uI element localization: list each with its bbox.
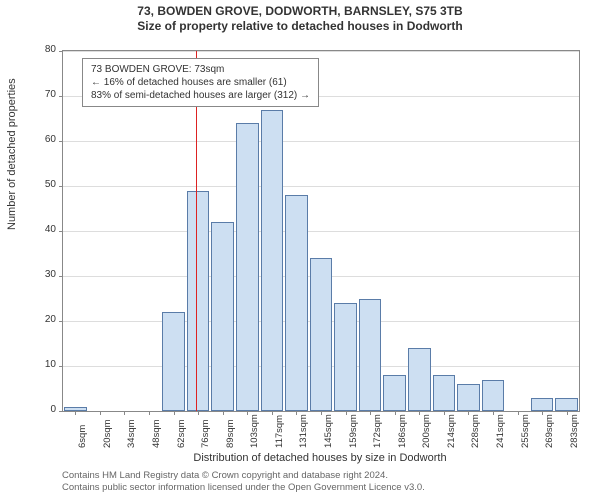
ytick-label: 70 — [26, 89, 56, 100]
gridline — [63, 51, 579, 52]
xtick-mark — [395, 411, 396, 415]
footer-line-3: Contains public sector information licen… — [62, 482, 578, 494]
ytick-label: 10 — [26, 359, 56, 370]
xtick-mark — [444, 411, 445, 415]
x-axis-label: Distribution of detached houses by size … — [62, 452, 578, 464]
ytick-mark — [59, 366, 63, 367]
xtick-label: 131sqm — [298, 414, 309, 448]
xtick-mark — [542, 411, 543, 415]
xtick-label: 255sqm — [520, 414, 531, 448]
xtick-label: 241sqm — [495, 414, 506, 448]
ytick-mark — [59, 51, 63, 52]
histogram-bar — [482, 380, 505, 412]
xtick-label: 20sqm — [102, 419, 113, 448]
histogram-bar — [359, 299, 382, 412]
ytick-label: 60 — [26, 134, 56, 145]
xtick-mark — [198, 411, 199, 415]
xtick-mark — [346, 411, 347, 415]
histogram-bar — [555, 398, 578, 412]
title-line-1: 73, BOWDEN GROVE, DODWORTH, BARNSLEY, S7… — [0, 4, 600, 18]
ytick-mark — [59, 141, 63, 142]
chart-titles: 73, BOWDEN GROVE, DODWORTH, BARNSLEY, S7… — [0, 4, 600, 33]
title-line-2: Size of property relative to detached ho… — [0, 19, 600, 33]
histogram-bar — [383, 375, 406, 411]
xtick-mark — [149, 411, 150, 415]
xtick-label: 228sqm — [470, 414, 481, 448]
histogram-bar — [261, 110, 284, 412]
histogram-bar — [310, 258, 333, 411]
xtick-mark — [100, 411, 101, 415]
ytick-mark — [59, 276, 63, 277]
ytick-mark — [59, 186, 63, 187]
histogram-bar — [285, 195, 308, 411]
xtick-mark — [567, 411, 568, 415]
ytick-label: 20 — [26, 314, 56, 325]
xtick-label: 6sqm — [77, 425, 88, 448]
histogram-bar — [531, 398, 554, 412]
ytick-mark — [59, 96, 63, 97]
ytick-label: 40 — [26, 224, 56, 235]
xtick-label: 214sqm — [446, 414, 457, 448]
gridline — [63, 231, 579, 232]
ytick-label: 30 — [26, 269, 56, 280]
xtick-label: 62sqm — [176, 419, 187, 448]
ytick-mark — [59, 321, 63, 322]
callout-line: 73 BOWDEN GROVE: 73sqm — [91, 63, 310, 76]
xtick-label: 103sqm — [249, 414, 260, 448]
xtick-mark — [174, 411, 175, 415]
xtick-label: 186sqm — [397, 414, 408, 448]
xtick-label: 200sqm — [421, 414, 432, 448]
footer-line-1: Contains HM Land Registry data © Crown c… — [62, 470, 578, 482]
xtick-mark — [518, 411, 519, 415]
y-axis-label: Number of detached properties — [6, 78, 18, 230]
xtick-label: 283sqm — [569, 414, 580, 448]
gridline — [63, 141, 579, 142]
xtick-label: 145sqm — [323, 414, 334, 448]
footer-attribution: Contains HM Land Registry data © Crown c… — [62, 470, 578, 494]
xtick-mark — [493, 411, 494, 415]
callout-box: 73 BOWDEN GROVE: 73sqm← 16% of detached … — [82, 58, 319, 107]
xtick-label: 172sqm — [372, 414, 383, 448]
gridline — [63, 186, 579, 187]
xtick-label: 48sqm — [151, 419, 162, 448]
xtick-mark — [370, 411, 371, 415]
xtick-label: 269sqm — [544, 414, 555, 448]
xtick-label: 89sqm — [225, 419, 236, 448]
xtick-mark — [124, 411, 125, 415]
ytick-label: 80 — [26, 44, 56, 55]
histogram-bar — [433, 375, 456, 411]
histogram-bar — [334, 303, 357, 411]
xtick-mark — [223, 411, 224, 415]
xtick-label: 117sqm — [274, 415, 285, 448]
xtick-mark — [321, 411, 322, 415]
ytick-mark — [59, 411, 63, 412]
xtick-mark — [75, 411, 76, 415]
callout-line: ← 16% of detached houses are smaller (61… — [91, 76, 310, 89]
ytick-label: 50 — [26, 179, 56, 190]
xtick-label: 159sqm — [348, 414, 359, 448]
ytick-label: 0 — [26, 404, 56, 415]
xtick-label: 76sqm — [200, 419, 211, 448]
ytick-mark — [59, 231, 63, 232]
histogram-bar — [187, 191, 210, 412]
histogram-bar — [162, 312, 185, 411]
xtick-label: 34sqm — [126, 419, 137, 448]
histogram-bar — [211, 222, 234, 411]
histogram-bar — [457, 384, 480, 411]
histogram-bar — [408, 348, 431, 411]
callout-line: 83% of semi-detached houses are larger (… — [91, 89, 310, 102]
histogram-bar — [236, 123, 259, 411]
xtick-mark — [272, 411, 273, 415]
